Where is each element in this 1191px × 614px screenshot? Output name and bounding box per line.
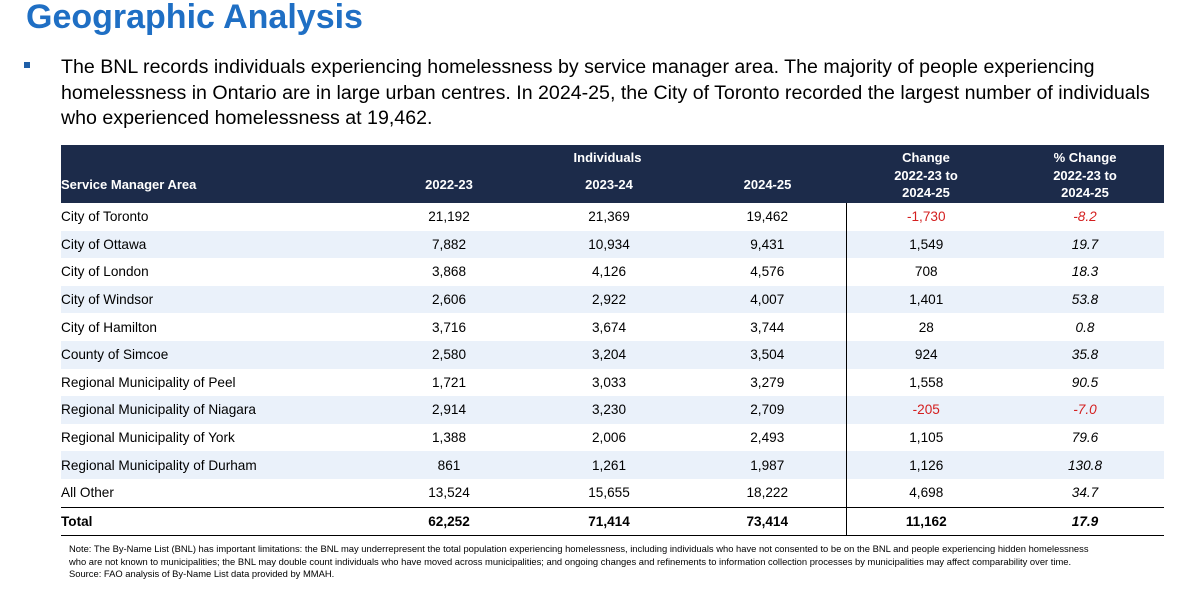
table-row: Regional Municipality of Peel 1,721 3,03…: [61, 368, 1164, 397]
note-text: Note: The By-Name List (BNL) has importa…: [69, 543, 1089, 567]
header-change-line3: 2024-25: [902, 185, 950, 200]
summary-paragraph: The BNL records individuals experiencing…: [61, 56, 1150, 129]
table-row: City of Hamilton 3,716 3,674 3,744 28 0.…: [61, 313, 1164, 341]
table-row: City of Windsor 2,606 2,922 4,007 1,401 …: [61, 285, 1164, 314]
group-header-individuals: Individuals: [573, 150, 642, 165]
header-change-line1: Change: [902, 150, 950, 165]
header-pct-line1: % Change: [1053, 150, 1117, 165]
table-row: Regional Municipality of Niagara 2,914 3…: [61, 396, 1164, 424]
table-row: County of Simcoe 2,580 3,204 3,504 924 3…: [61, 340, 1164, 369]
bullet-marker: [24, 62, 30, 68]
header-service-manager-area: Service Manager Area: [61, 176, 197, 192]
header-change-line2: 2022-23 to: [894, 167, 958, 183]
table-row: City of London 3,868 4,126 4,576 708 18.…: [61, 258, 1164, 286]
source-text: Source: FAO analysis of By-Name List dat…: [69, 568, 335, 580]
table-row: City of Ottawa 7,882 10,934 9,431 1,549 …: [61, 230, 1164, 259]
header-2024-25: 2024-25: [743, 176, 792, 192]
homelessness-table: Individuals Change % Change Service Mana…: [61, 145, 1164, 537]
table-row: City of Toronto 21,192 21,369 19,462 -1,…: [61, 203, 1164, 231]
table-row: Regional Municipality of Durham 861 1,26…: [61, 451, 1164, 479]
footnote: Note: The By-Name List (BNL) has importa…: [69, 543, 1089, 581]
header-pct-line3: 2024-25: [1061, 185, 1109, 200]
table-total-row: Total 62,252 71,414 73,414 11,162 17.9: [61, 506, 1164, 537]
table-row: Regional Municipality of York 1,388 2,00…: [61, 423, 1164, 452]
header-2022-23: 2022-23: [425, 176, 473, 192]
header-2023-24: 2023-24: [585, 176, 633, 192]
table-row: All Other 13,524 15,655 18,222 4,698 34.…: [61, 478, 1164, 508]
header-pct-line2: 2022-23 to: [1053, 167, 1117, 183]
page-title: Geographic Analysis: [26, 0, 363, 36]
table-header: Individuals Change % Change Service Mana…: [61, 145, 1164, 203]
